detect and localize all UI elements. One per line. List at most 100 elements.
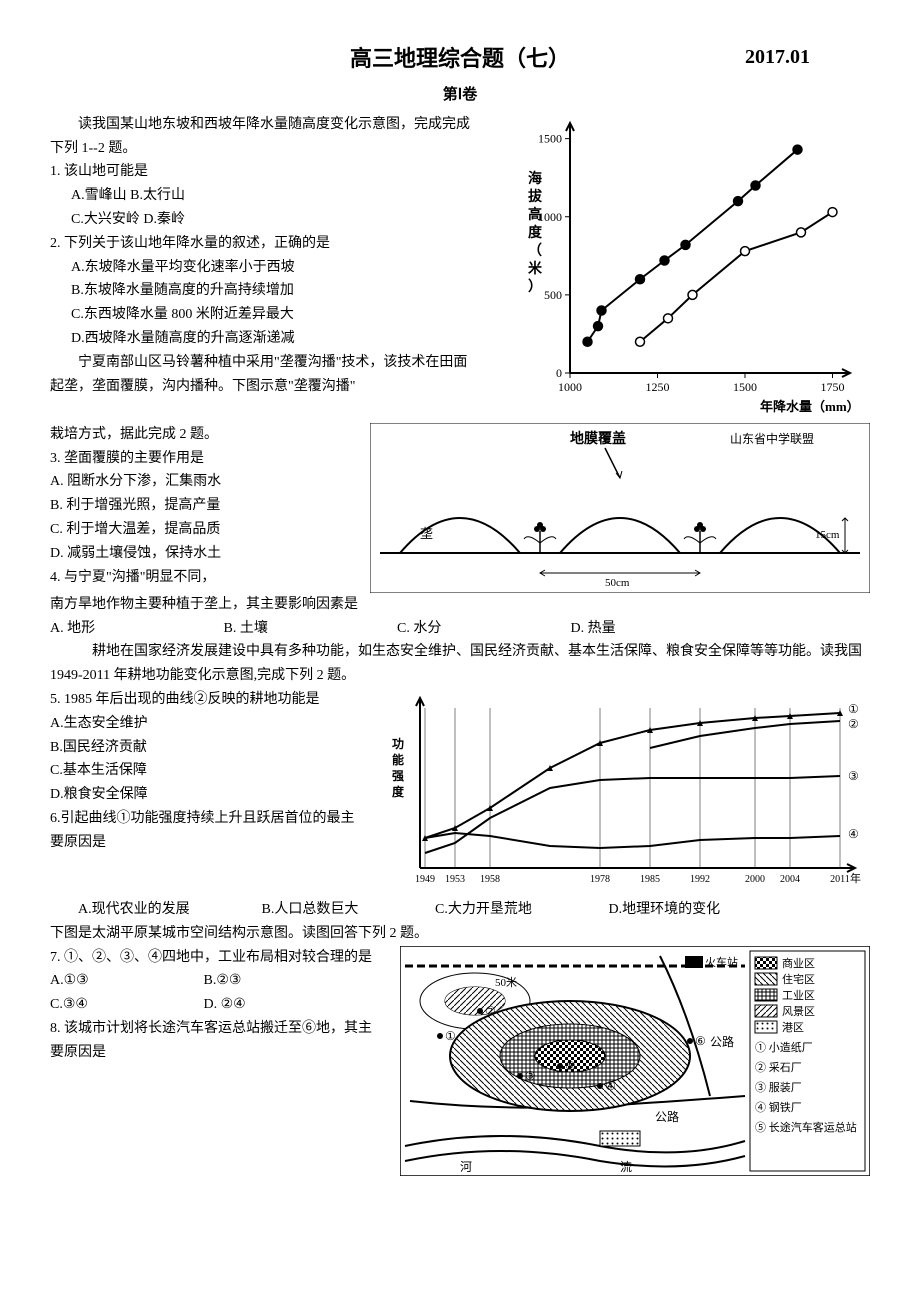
svg-text:山东省中学联盟: 山东省中学联盟 — [730, 431, 814, 446]
svg-text:②: ② — [848, 717, 859, 731]
svg-text:2011: 2011 — [830, 874, 850, 885]
svg-text:河: 河 — [460, 1160, 472, 1174]
svg-text:① 小造纸厂: ① 小造纸厂 — [755, 1040, 813, 1054]
q2-stem: 2. 下列关于该山地年降水量的叙述，正确的是 — [50, 232, 480, 256]
svg-text:1992: 1992 — [690, 874, 710, 885]
q1-a: A.雪峰山 — [71, 188, 127, 203]
svg-text:地膜覆盖: 地膜覆盖 — [570, 430, 626, 447]
q7-d: D. ②④ — [204, 993, 246, 1017]
svg-text:③: ③ — [525, 1069, 536, 1083]
svg-text:0: 0 — [556, 366, 562, 380]
svg-text:1953: 1953 — [445, 874, 465, 885]
svg-text:⑤: ⑤ — [565, 1059, 576, 1073]
svg-text:能: 能 — [392, 752, 404, 767]
svg-text:拔: 拔 — [528, 188, 543, 205]
q6-c: C.大力开垦荒地 — [421, 898, 591, 922]
svg-text:15cm: 15cm — [815, 529, 840, 541]
svg-text:年: 年 — [850, 871, 861, 885]
map-city: 商业区住宅区工业区风景区港区 ① 小造纸厂 ② 采石厂 ③ 服装厂 ④ 钢铁厂 ⑤ 长途汽… — [400, 946, 870, 1176]
svg-text:度: 度 — [528, 224, 543, 241]
q7-c: C.③④ — [50, 993, 200, 1017]
q7-stem: 7. ①、②、③、④四地中，工业布局相对较合理的是 — [50, 946, 380, 970]
svg-text:500: 500 — [544, 288, 562, 302]
q3-stem: 3. 垄面覆膜的主要作用是 — [50, 447, 350, 471]
svg-text:1958: 1958 — [480, 874, 500, 885]
q4-d: D. 热量 — [571, 617, 616, 641]
svg-text:高: 高 — [528, 206, 542, 223]
q8-stem: 8. 该城市计划将长途汽车客运总站搬迁至⑥地，其主要原因是 — [50, 1017, 380, 1065]
svg-text:④ 钢铁厂: ④ 钢铁厂 — [755, 1101, 802, 1114]
svg-text:1500: 1500 — [538, 132, 562, 146]
svg-text:②: ② — [485, 1004, 496, 1018]
q2-b: B.东坡降水量随高度的升高持续增加 — [50, 279, 480, 303]
svg-text:年降水量（mm）: 年降水量（mm） — [760, 399, 860, 414]
svg-text:海: 海 — [528, 170, 542, 187]
chart-farmland: 功能强度194919531958197819851992200020042011… — [380, 688, 870, 898]
svg-text:公路: 公路 — [655, 1109, 679, 1124]
q3-b: B. 利于增强光照，提高产量 — [50, 494, 350, 518]
svg-text:港区: 港区 — [782, 1021, 804, 1034]
svg-text:商业区: 商业区 — [782, 956, 815, 970]
q5-a: A.生态安全维护 — [50, 712, 360, 736]
q4-a: A. 地形 — [50, 617, 220, 641]
q3-a: A. 阻断水分下渗，汇集雨水 — [50, 470, 350, 494]
svg-text:1500: 1500 — [733, 380, 757, 394]
svg-text:强: 强 — [392, 769, 404, 783]
svg-text:50米: 50米 — [495, 976, 517, 989]
svg-text:2004: 2004 — [780, 874, 800, 885]
q2-a: A.东坡降水量平均变化速率小于西坡 — [50, 256, 480, 280]
svg-text:2000: 2000 — [745, 874, 765, 885]
svg-text:④: ④ — [605, 1079, 616, 1093]
svg-text:50cm: 50cm — [605, 577, 630, 589]
q1-b: B.太行山 — [130, 188, 185, 203]
q4-c: C. 水分 — [397, 617, 567, 641]
svg-text:1978: 1978 — [590, 874, 610, 885]
q1-c: C.大兴安岭 — [71, 212, 140, 227]
intro-4: 下图是太湖平原某城市空间结构示意图。读图回答下列 2 题。 — [50, 922, 870, 946]
intro-1: 读我国某山地东坡和西坡年降水量随高度变化示意图，完成完成下列 1--2 题。 — [50, 113, 480, 161]
q2-d: D.西坡降水量随高度的升高逐渐递减 — [50, 327, 480, 351]
q6-b: B.人口总数巨大 — [248, 898, 418, 922]
svg-text:② 采石厂: ② 采石厂 — [755, 1061, 802, 1074]
svg-text:1000: 1000 — [558, 380, 582, 394]
svg-text:④: ④ — [848, 827, 859, 841]
svg-text:1250: 1250 — [646, 380, 670, 394]
svg-text:③: ③ — [848, 769, 859, 783]
q5-stem: 5. 1985 年后出现的曲线②反映的耕地功能是 — [50, 688, 360, 712]
q5-d: D.粮食安全保障 — [50, 783, 360, 807]
svg-text:1949: 1949 — [415, 874, 435, 885]
q5-c: C.基本生活保障 — [50, 759, 360, 783]
q6-d: D.地理环境的变化 — [595, 898, 721, 922]
svg-text:米: 米 — [528, 260, 543, 277]
q3-c: C. 利于增大温差，提高品质 — [50, 518, 350, 542]
svg-text:垄: 垄 — [420, 526, 433, 541]
svg-text:（: （ — [528, 243, 542, 259]
svg-text:①: ① — [848, 702, 859, 716]
svg-text:住宅区: 住宅区 — [782, 972, 815, 986]
q7-b: B.②③ — [204, 969, 242, 993]
intro-2b: 栽培方式，据此完成 2 题。 — [50, 423, 350, 447]
svg-text:风景区: 风景区 — [782, 1005, 815, 1018]
q6-stem: 6.引起曲线①功能强度持续上升且跃居首位的最主要原因是 — [50, 807, 360, 855]
q6-a: A.现代农业的发展 — [64, 898, 244, 922]
chart-precipitation: 0500100015001000125015001750海拔高度（米）年降水量（… — [510, 113, 870, 423]
svg-text:）: ） — [528, 279, 542, 295]
svg-text:③ 服装厂: ③ 服装厂 — [755, 1081, 802, 1094]
q2-c: C.东西坡降水量 800 米附近差异最大 — [50, 303, 480, 327]
svg-text:1750: 1750 — [821, 380, 845, 394]
page-title: 高三地理综合题（七） — [350, 40, 570, 77]
intro-2a: 宁夏南部山区马铃薯种植中采用"垄覆沟播"技术，该技术在田面起垄，垄面覆膜，沟内播… — [50, 351, 480, 399]
svg-text:度: 度 — [392, 784, 405, 799]
q5-b: B.国民经济贡献 — [50, 736, 360, 760]
q3-d: D. 减弱土壤侵蚀，保持水土 — [50, 542, 350, 566]
q4-stem-b: 南方旱地作物主要种植于垄上，其主要影响因素是 — [50, 593, 870, 617]
svg-text:⑥: ⑥ — [695, 1034, 706, 1048]
svg-text:⑤ 长途汽车客运总站: ⑤ 长途汽车客运总站 — [755, 1120, 857, 1134]
svg-text:工业区: 工业区 — [782, 989, 815, 1002]
q4-b: B. 土壤 — [224, 617, 394, 641]
intro-3: 耕地在国家经济发展建设中具有多种功能，如生态安全维护、国民经济贡献、基本生活保障… — [50, 640, 870, 688]
q7-a: A.①③ — [50, 969, 200, 993]
svg-text:火车站: 火车站 — [705, 955, 738, 969]
diagram-ridge: 地膜覆盖 山东省中学联盟垄 15cm 50cm — [370, 423, 870, 593]
svg-text:流: 流 — [620, 1160, 632, 1174]
